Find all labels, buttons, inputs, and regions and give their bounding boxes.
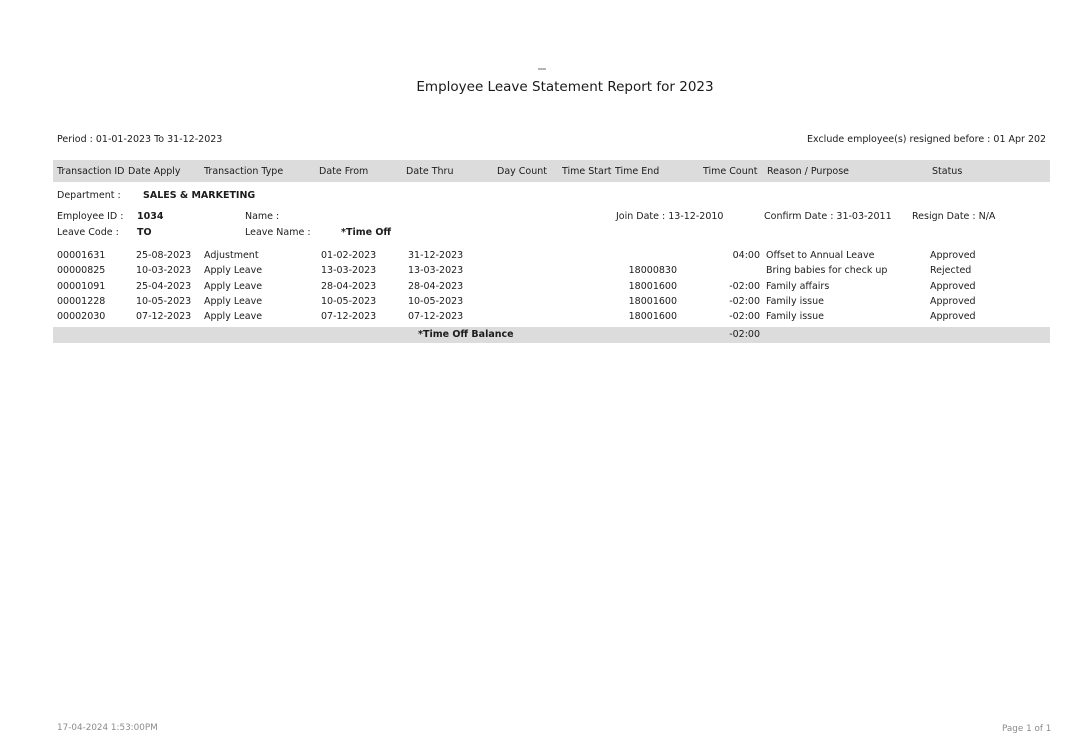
cell-date-thru: 28-04-2023 <box>408 281 464 292</box>
cell-type: Apply Leave <box>204 311 263 322</box>
department-label: Department : <box>57 190 121 201</box>
cell-transaction-id: 00001631 <box>57 250 106 261</box>
generated-timestamp: 17-04-2024 1:53:00PM <box>57 723 158 733</box>
confirm-date-text: Confirm Date : 31-03-2011 <box>764 211 892 222</box>
cell-reason: Bring babies for check up <box>766 265 888 276</box>
cell-transaction-id: 00001228 <box>57 296 106 307</box>
cell-date-from: 01-02-2023 <box>321 250 377 261</box>
col-header-transaction-type: Transaction Type <box>204 166 284 177</box>
cell-date-apply: 25-04-2023 <box>136 281 192 292</box>
col-header-status: Status <box>932 166 963 177</box>
cell-type: Apply Leave <box>204 296 263 307</box>
cell-type: Adjustment <box>204 250 259 261</box>
cell-date-apply: 07-12-2023 <box>136 311 192 322</box>
department-row: Department : SALES & MARKETING <box>0 190 1068 204</box>
employee-id-label: Employee ID : <box>57 211 124 222</box>
leave-code-label: Leave Code : <box>57 227 119 238</box>
cell-date-thru: 10-05-2023 <box>408 296 464 307</box>
cell-date-from: 13-03-2023 <box>321 265 377 276</box>
cell-time-start-end: 18001600 <box>628 296 677 307</box>
cell-date-thru: 13-03-2023 <box>408 265 464 276</box>
balance-label: *Time Off Balance <box>418 329 514 340</box>
exclude-resigned-text: Exclude employee(s) resigned before : 01… <box>807 134 1047 145</box>
table-row: 00000825 10-03-2023 Apply Leave 13-03-20… <box>53 265 1050 279</box>
table-row: 00001631 25-08-2023 Adjustment 01-02-202… <box>53 250 1050 264</box>
join-date-text: Join Date : 13-12-2010 <box>616 211 724 222</box>
cell-status: Approved <box>930 296 976 307</box>
leave-row: Leave Code : TO Leave Name : *Time Off <box>0 227 1068 241</box>
cell-time-count: -02:00 <box>729 281 760 292</box>
col-header-date-from: Date From <box>319 166 369 177</box>
table-row: 00001228 10-05-2023 Apply Leave 10-05-20… <box>53 296 1050 310</box>
table-row: 00002030 07-12-2023 Apply Leave 07-12-20… <box>53 311 1050 325</box>
table-header-band: Transaction ID Date Apply Transaction Ty… <box>53 160 1050 182</box>
cell-status: Approved <box>930 311 976 322</box>
cell-time-count: -02:00 <box>729 311 760 322</box>
balance-time-count: -02:00 <box>729 329 760 340</box>
leave-name-label: Leave Name : <box>245 227 311 238</box>
name-label: Name : <box>245 211 280 222</box>
cell-time-count: 04:00 <box>732 250 760 261</box>
leave-code-value: TO <box>137 227 152 238</box>
cell-reason: Family issue <box>766 296 824 307</box>
cell-time-count: -02:00 <box>729 296 760 307</box>
period-text: Period : 01-01-2023 To 31-12-2023 <box>57 134 223 145</box>
col-header-time-end: Time End <box>615 166 660 177</box>
cell-type: Apply Leave <box>204 265 263 276</box>
cell-status: Rejected <box>930 265 972 276</box>
balance-summary-band: *Time Off Balance -02:00 <box>53 327 1050 343</box>
col-header-time-count: Time Count <box>703 166 758 177</box>
cell-transaction-id: 00002030 <box>57 311 106 322</box>
cell-date-from: 28-04-2023 <box>321 281 377 292</box>
cell-time-start-end: 18000830 <box>628 265 677 276</box>
cell-date-from: 10-05-2023 <box>321 296 377 307</box>
col-header-reason-purpose: Reason / Purpose <box>767 166 849 177</box>
resign-date-text: Resign Date : N/A <box>912 211 996 222</box>
cell-transaction-id: 00000825 <box>57 265 106 276</box>
table-row: 00001091 25-04-2023 Apply Leave 28-04-20… <box>53 281 1050 295</box>
cell-date-from: 07-12-2023 <box>321 311 377 322</box>
employee-row: Employee ID : 1034 Name : Join Date : 13… <box>0 211 1068 225</box>
employee-id-value: 1034 <box>137 211 164 222</box>
col-header-day-count: Day Count <box>497 166 547 177</box>
cell-date-apply: 25-08-2023 <box>136 250 192 261</box>
report-title: Employee Leave Statement Report for 2023 <box>416 79 714 95</box>
tiny-dash-artifact <box>538 68 546 70</box>
col-header-time-start: Time Start <box>562 166 612 177</box>
department-value: SALES & MARKETING <box>143 190 256 201</box>
cell-reason: Offset to Annual Leave <box>766 250 875 261</box>
cell-date-apply: 10-05-2023 <box>136 296 192 307</box>
cell-time-start-end: 18001600 <box>628 311 677 322</box>
cell-status: Approved <box>930 281 976 292</box>
cell-transaction-id: 00001091 <box>57 281 106 292</box>
report-meta-line: Period : 01-01-2023 To 31-12-2023 Exclud… <box>0 134 1068 148</box>
page-number: Page 1 of 1 <box>1002 724 1052 734</box>
cell-date-thru: 07-12-2023 <box>408 311 464 322</box>
cell-date-apply: 10-03-2023 <box>136 265 192 276</box>
cell-date-thru: 31-12-2023 <box>408 250 464 261</box>
col-header-transaction-id: Transaction ID <box>57 166 125 177</box>
col-header-date-apply: Date Apply <box>128 166 181 177</box>
col-header-date-thru: Date Thru <box>406 166 454 177</box>
cell-time-start-end: 18001600 <box>628 281 677 292</box>
leave-name-value: *Time Off <box>341 227 392 238</box>
cell-reason: Family issue <box>766 311 824 322</box>
cell-reason: Family affairs <box>766 281 830 292</box>
cell-type: Apply Leave <box>204 281 263 292</box>
cell-status: Approved <box>930 250 976 261</box>
